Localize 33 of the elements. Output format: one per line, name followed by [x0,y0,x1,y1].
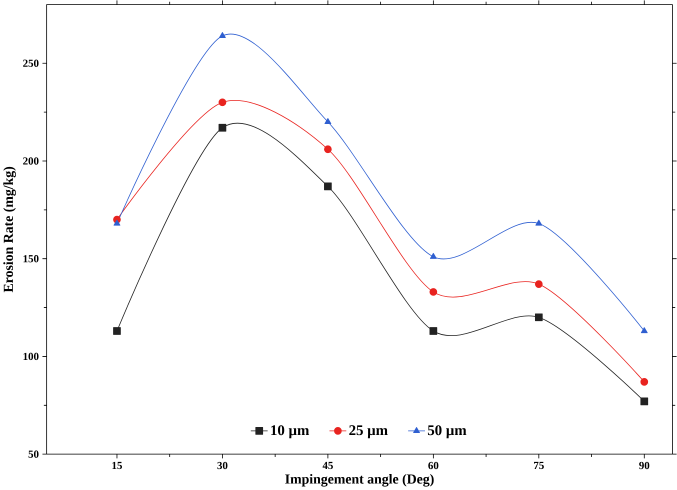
x-tick-label: 30 [217,462,228,470]
point [113,327,121,335]
x-tick-label: 75 [534,462,544,470]
x-tick-label: 90 [639,462,650,470]
point [430,288,438,296]
point [114,220,120,226]
legend-label: 25 µm [349,425,388,438]
point [430,327,438,335]
x-tick-label: 45 [322,462,333,470]
y-tick-label: 200 [23,157,39,165]
y-tick-label: 100 [24,352,39,360]
point [535,220,542,226]
point [534,280,543,288]
x-tick-label: 15 [112,462,122,470]
point [218,98,226,106]
y-tick-label: 150 [24,255,39,262]
legend-label: 10 µm [271,425,310,438]
point [324,182,332,190]
point [640,398,648,406]
point [219,32,226,38]
point [640,327,648,334]
point [534,314,543,322]
point [430,252,437,259]
legend-label: 50 µm [428,425,466,438]
y-axis-title: Erosion Rate (mg/kg) [3,166,16,292]
point [324,145,332,154]
y-tick-label: 250 [23,60,39,67]
point [324,118,332,124]
point [218,124,226,132]
point [640,378,648,386]
y-tick-label: 50 [28,450,39,458]
x-tick-label: 60 [428,462,438,470]
x-axis-title: Impingement angle (Deg) [285,474,434,487]
